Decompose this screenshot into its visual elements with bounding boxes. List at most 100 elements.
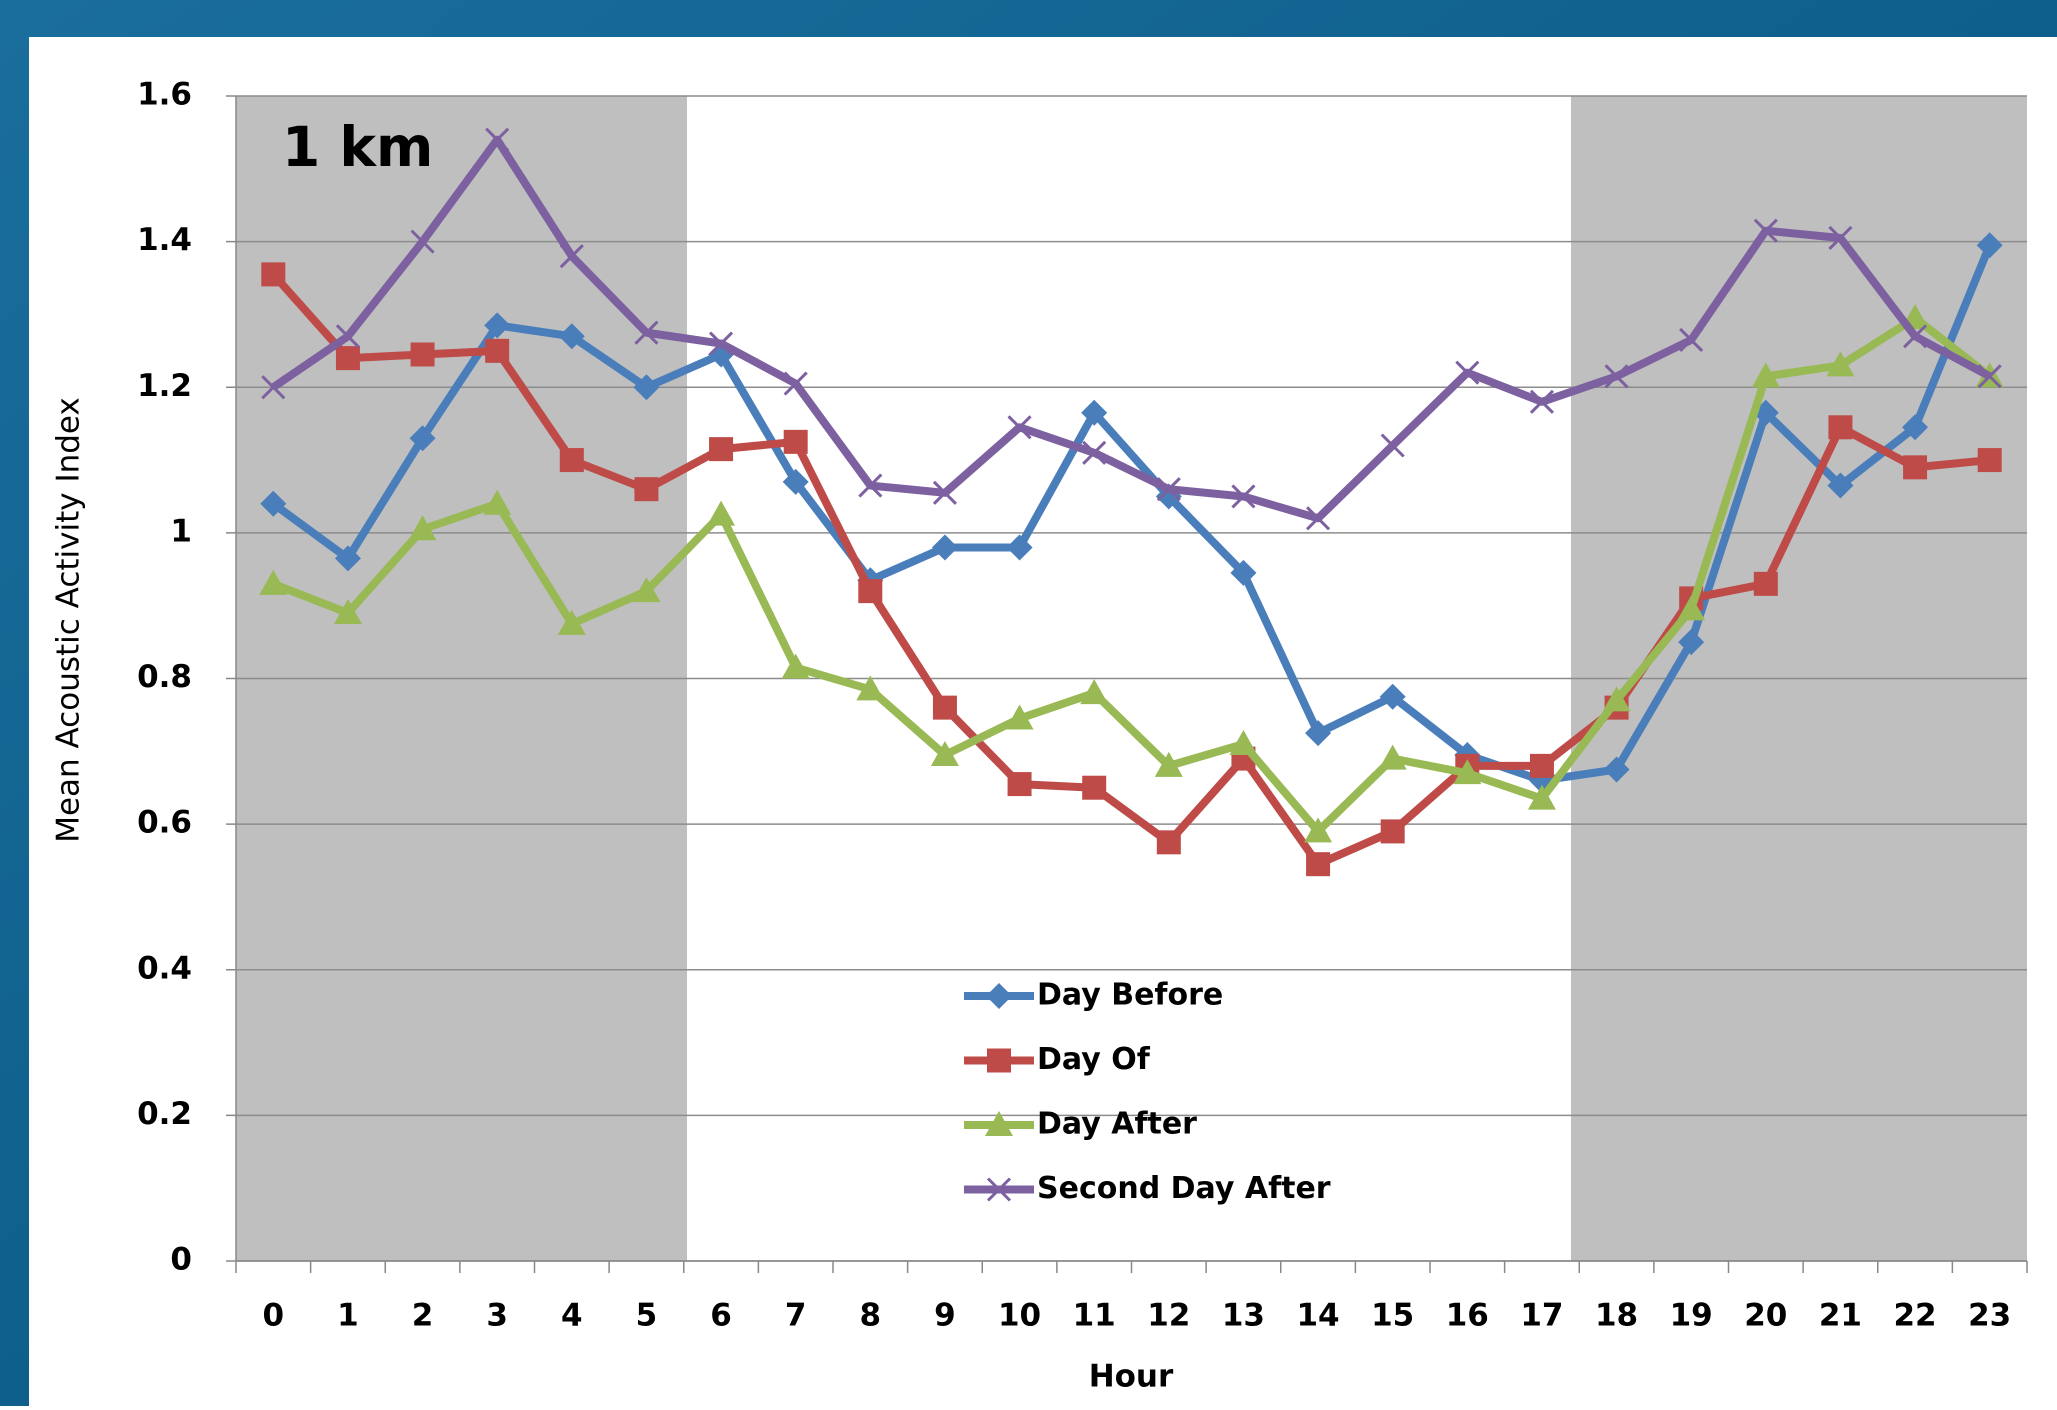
marker xyxy=(1753,571,1778,596)
marker xyxy=(1677,595,1706,621)
y-axis-label: Mean Acoustic Activity Index xyxy=(51,397,87,843)
y-tick-label: 1.6 xyxy=(137,77,192,113)
line xyxy=(271,135,1992,523)
marker xyxy=(1080,679,1109,705)
marker xyxy=(783,371,808,396)
marker xyxy=(1007,415,1032,440)
x-tick-label: 2 xyxy=(412,1298,434,1334)
marker xyxy=(1828,225,1853,251)
marker xyxy=(1602,686,1631,712)
marker xyxy=(1305,506,1331,531)
marker xyxy=(1977,448,2002,473)
y-tick-label: 0 xyxy=(170,1242,192,1278)
legend-marker xyxy=(986,983,1012,1009)
marker xyxy=(483,489,512,515)
marker xyxy=(1455,360,1480,385)
x-tick-label: 16 xyxy=(1446,1298,1489,1334)
x-tick-label: 13 xyxy=(1222,1298,1265,1334)
marker xyxy=(1751,362,1780,388)
x-tick-label: 7 xyxy=(785,1298,807,1334)
marker xyxy=(1903,455,1928,480)
x-tick-label: 23 xyxy=(1968,1298,2011,1334)
marker xyxy=(1305,720,1332,747)
marker xyxy=(707,500,736,526)
marker xyxy=(931,534,958,561)
y-tick-label: 1.4 xyxy=(137,222,192,258)
series: Day Before xyxy=(260,232,2003,1013)
marker xyxy=(259,569,288,595)
marker xyxy=(1380,433,1405,458)
legend-label: Day After xyxy=(1037,1107,1197,1142)
x-tick-label: 8 xyxy=(860,1298,882,1334)
marker xyxy=(1230,559,1257,586)
marker xyxy=(1603,756,1630,783)
legend-label: Day Of xyxy=(1037,1042,1151,1077)
line xyxy=(271,314,1993,836)
x-tick-label: 6 xyxy=(710,1298,732,1334)
marker xyxy=(781,653,810,679)
marker xyxy=(484,312,511,339)
marker xyxy=(1828,415,1853,440)
marker xyxy=(1007,772,1032,797)
marker xyxy=(559,244,584,269)
marker xyxy=(1378,744,1407,770)
marker xyxy=(634,320,659,345)
marker xyxy=(783,429,808,454)
marker xyxy=(260,490,287,517)
marker xyxy=(634,477,659,502)
marker xyxy=(1976,232,2003,259)
marker xyxy=(1977,364,2002,389)
marker xyxy=(1081,399,1108,426)
marker xyxy=(1529,389,1555,414)
marker xyxy=(485,338,510,363)
x-tick-label: 21 xyxy=(1819,1298,1862,1334)
legend-label: Day Before xyxy=(1037,978,1223,1013)
x-tick-label: 20 xyxy=(1744,1298,1787,1334)
line xyxy=(270,243,1994,785)
marker xyxy=(1154,751,1183,777)
marker xyxy=(408,515,437,541)
marker xyxy=(932,480,957,505)
series: Day Of xyxy=(261,262,2002,1077)
marker xyxy=(930,740,959,766)
marker xyxy=(335,324,360,349)
marker xyxy=(1527,784,1556,810)
x-tick-label: 15 xyxy=(1371,1298,1414,1334)
marker xyxy=(1902,414,1929,441)
x-tick-label: 1 xyxy=(337,1298,359,1334)
x-axis-label: Hour xyxy=(1089,1359,1174,1395)
x-tick-label: 10 xyxy=(998,1298,1041,1334)
x-tick-label: 11 xyxy=(1073,1298,1116,1334)
marker xyxy=(1604,364,1629,389)
marker xyxy=(261,262,286,287)
x-tick-label: 14 xyxy=(1296,1298,1339,1334)
marker xyxy=(1529,753,1554,778)
x-tick-label: 22 xyxy=(1893,1298,1936,1334)
line xyxy=(270,271,1991,869)
x-tick-label: 5 xyxy=(636,1298,658,1334)
series: Day After xyxy=(259,304,2004,1142)
marker xyxy=(932,695,957,720)
series: Second Day After xyxy=(261,127,2002,1206)
marker xyxy=(410,229,435,254)
marker xyxy=(1006,534,1033,561)
marker xyxy=(261,375,286,400)
marker xyxy=(1902,324,1928,349)
y-tick-label: 1.2 xyxy=(137,368,192,404)
marker xyxy=(1156,477,1181,502)
marker xyxy=(1826,351,1855,377)
y-tick-label: 0.4 xyxy=(137,950,192,986)
marker xyxy=(1753,218,1778,243)
marker xyxy=(485,127,510,152)
marker xyxy=(333,598,362,624)
x-tick-label: 0 xyxy=(263,1298,285,1334)
marker xyxy=(858,579,883,604)
marker xyxy=(409,425,436,452)
marker xyxy=(633,374,660,401)
x-tick-label: 17 xyxy=(1520,1298,1563,1334)
marker xyxy=(1304,817,1333,843)
marker xyxy=(557,609,586,635)
x-tick-label: 19 xyxy=(1670,1298,1713,1334)
